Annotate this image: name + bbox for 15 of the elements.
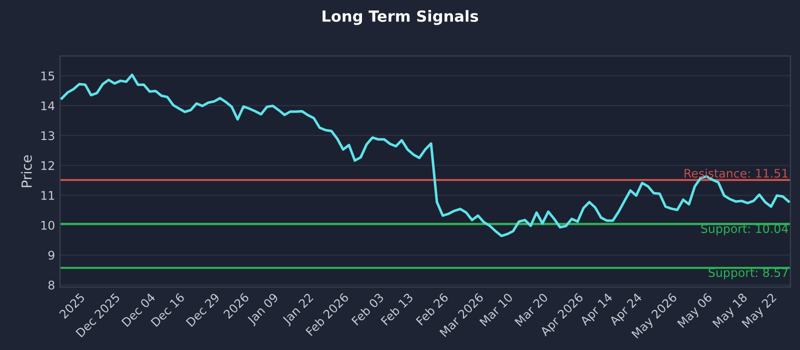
y-tick-label: 9	[48, 250, 54, 260]
y-tick-label: 8	[48, 280, 54, 290]
line-series	[60, 74, 790, 238]
ref-line-label: Resistance: 11.51	[684, 168, 788, 178]
y-tick-label: 10	[41, 220, 54, 230]
y-axis-title: Price	[21, 155, 32, 188]
y-tick-label: 14	[41, 101, 54, 110]
x-tick-label: Mar 20	[514, 292, 548, 327]
chart-title: Long Term Signals	[322, 10, 478, 25]
x-tick-label: Dec 29	[186, 292, 220, 327]
y-tick-label: 13	[41, 131, 54, 140]
y-tick-label: 15	[41, 72, 54, 80]
y-tick-label: 11	[41, 191, 54, 200]
y-tick-label: 12	[41, 161, 54, 170]
x-tick-label: Feb 26	[416, 292, 449, 326]
